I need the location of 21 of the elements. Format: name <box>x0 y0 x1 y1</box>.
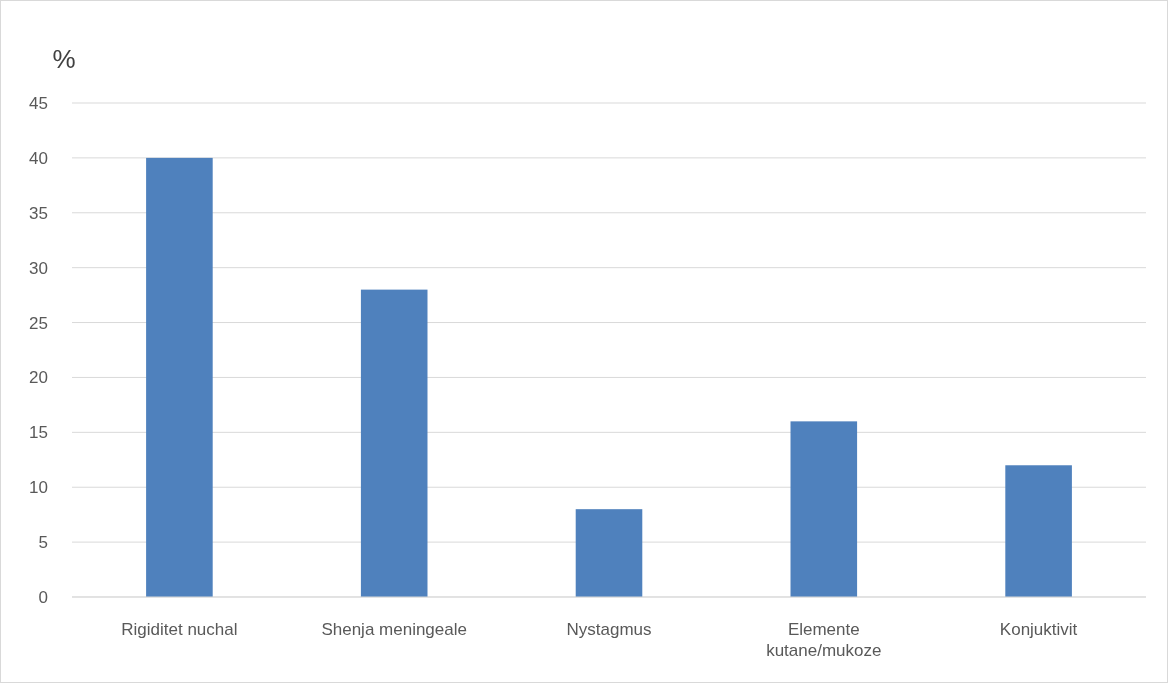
y-tick-label: 45 <box>29 93 48 113</box>
x-tick-label: Elemente kutane/mukoze <box>766 620 882 661</box>
bar <box>146 157 213 597</box>
x-tick-label: Rigiditet nuchal <box>121 620 238 639</box>
bar <box>1005 465 1072 597</box>
y-tick-label: 0 <box>38 587 48 607</box>
x-tick-label: Shenja meningeale <box>321 620 467 639</box>
bar <box>575 509 643 597</box>
x-tick-label: Nystagmus <box>566 620 652 639</box>
y-tick-label: 20 <box>29 368 48 388</box>
y-tick-label: 35 <box>29 203 48 223</box>
x-tick-label: Konjuktivit <box>999 620 1078 639</box>
y-axis-title: % <box>52 44 76 74</box>
bar <box>360 289 428 597</box>
y-tick-label: 15 <box>29 423 48 443</box>
y-tick-label: 40 <box>29 148 48 168</box>
bar <box>790 421 858 597</box>
y-tick-label: 25 <box>29 313 48 333</box>
y-tick-label: 10 <box>29 478 48 498</box>
y-tick-label: 30 <box>29 258 48 278</box>
y-tick-label: 5 <box>38 533 48 553</box>
